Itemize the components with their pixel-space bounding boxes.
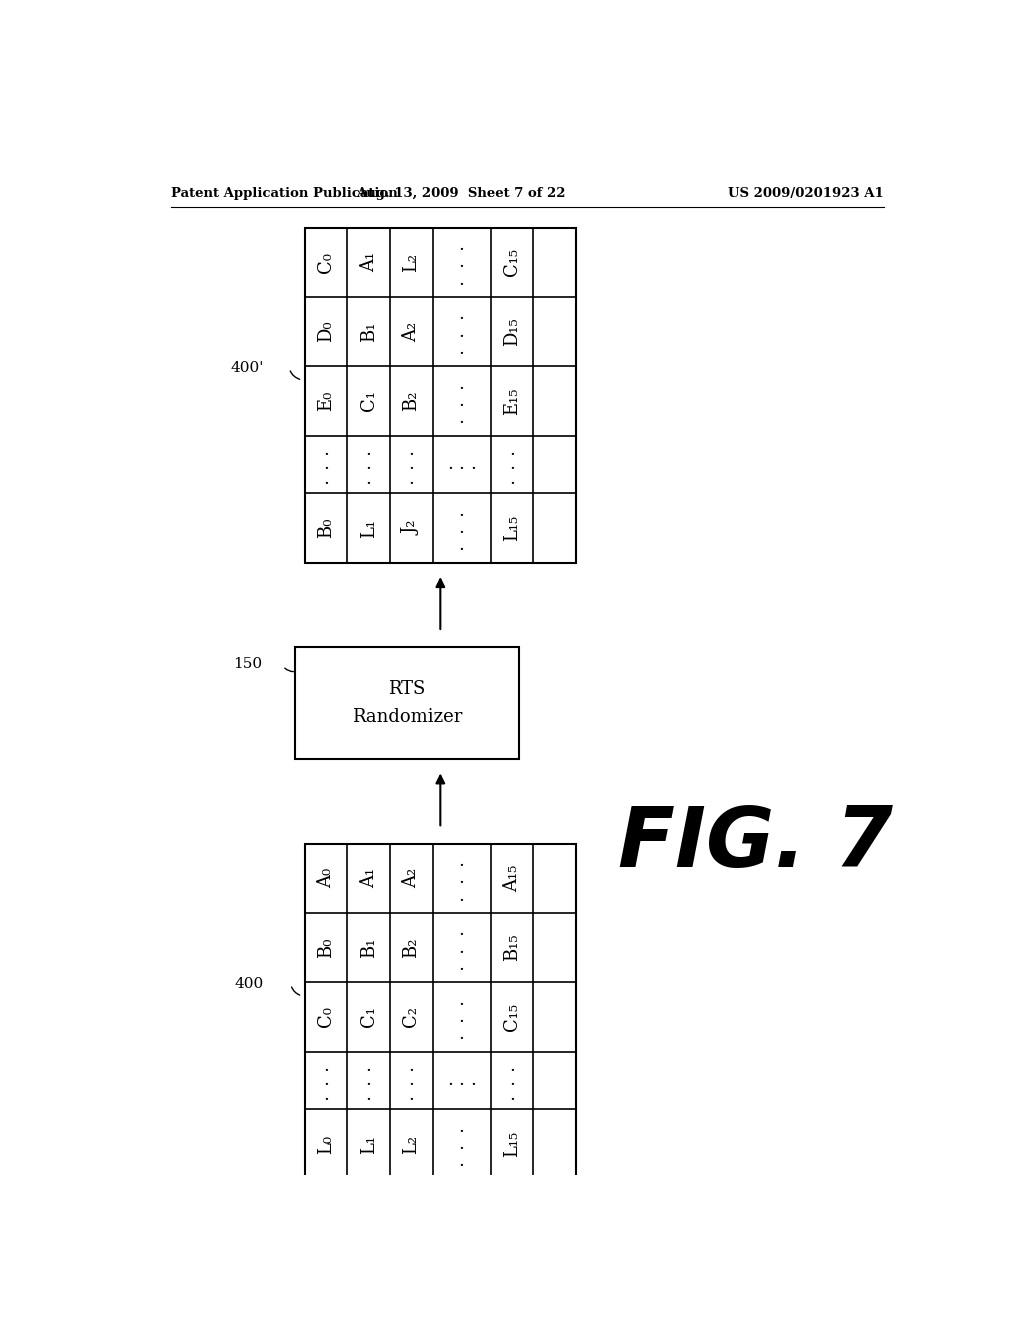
- Text: Patent Application Publication: Patent Application Publication: [171, 186, 397, 199]
- Text: .: .: [447, 455, 453, 474]
- Text: .: .: [509, 455, 515, 474]
- Text: .: .: [447, 1072, 453, 1089]
- Text: 400': 400': [230, 362, 263, 375]
- Text: .: .: [409, 1072, 414, 1089]
- Text: .: .: [509, 470, 515, 488]
- Text: .: .: [459, 375, 465, 392]
- Text: .: .: [324, 1086, 329, 1104]
- Text: .: .: [366, 1072, 372, 1089]
- Text: .: .: [459, 939, 465, 957]
- Text: .: .: [324, 1057, 329, 1074]
- Text: .: .: [459, 455, 465, 474]
- Text: B₂: B₂: [402, 391, 420, 412]
- Text: .: .: [324, 1072, 329, 1089]
- Text: .: .: [409, 455, 414, 474]
- Text: D₀: D₀: [317, 321, 335, 342]
- Bar: [295, 647, 519, 759]
- Text: .: .: [459, 271, 465, 289]
- Text: .: .: [470, 1072, 476, 1089]
- Text: .: .: [459, 921, 465, 940]
- Text: .: .: [470, 455, 476, 474]
- Text: .: .: [459, 502, 465, 520]
- Text: A₂: A₂: [402, 322, 420, 342]
- Text: .: .: [459, 305, 465, 323]
- Text: .: .: [459, 956, 465, 974]
- Text: .: .: [366, 470, 372, 488]
- Text: .: .: [459, 1008, 465, 1026]
- Text: .: .: [459, 1026, 465, 1043]
- Text: A₀: A₀: [317, 869, 335, 888]
- Text: C₁: C₁: [359, 1007, 378, 1027]
- Text: .: .: [366, 455, 372, 474]
- Text: .: .: [459, 519, 465, 537]
- Text: .: .: [459, 1072, 465, 1089]
- Text: .: .: [324, 470, 329, 488]
- Text: J₂: J₂: [402, 521, 420, 535]
- Text: .: .: [459, 409, 465, 428]
- Text: E₀: E₀: [317, 391, 335, 411]
- Text: C₁₅: C₁₅: [503, 1003, 521, 1031]
- Text: B₁₅: B₁₅: [503, 933, 521, 961]
- Text: .: .: [509, 441, 515, 459]
- Text: .: .: [409, 1057, 414, 1074]
- Text: C₁: C₁: [359, 391, 378, 412]
- Text: A₁₅: A₁₅: [503, 865, 521, 892]
- Text: .: .: [459, 1118, 465, 1135]
- Text: A₂: A₂: [402, 869, 420, 888]
- Text: B₁: B₁: [359, 937, 378, 958]
- Text: .: .: [509, 1057, 515, 1074]
- Text: .: .: [459, 870, 465, 887]
- Text: B₀: B₀: [317, 937, 335, 958]
- Text: .: .: [459, 253, 465, 272]
- Text: .: .: [459, 851, 465, 870]
- Text: Aug. 13, 2009  Sheet 7 of 22: Aug. 13, 2009 Sheet 7 of 22: [356, 186, 566, 199]
- Text: .: .: [509, 1072, 515, 1089]
- Text: RTS: RTS: [388, 680, 426, 698]
- Text: .: .: [459, 392, 465, 411]
- Text: E₁₅: E₁₅: [503, 387, 521, 414]
- Text: D₁₅: D₁₅: [503, 317, 521, 346]
- Text: C₂: C₂: [402, 1006, 420, 1027]
- Text: .: .: [459, 887, 465, 904]
- Text: .: .: [459, 990, 465, 1008]
- Text: .: .: [366, 1057, 372, 1074]
- Text: FIG. 7: FIG. 7: [618, 803, 893, 884]
- Text: L₂: L₂: [402, 1134, 420, 1154]
- Text: L₀: L₀: [317, 1134, 335, 1154]
- Text: B₀: B₀: [317, 517, 335, 539]
- Text: Randomizer: Randomizer: [352, 708, 462, 726]
- Text: A₁: A₁: [359, 252, 378, 272]
- Text: L₁: L₁: [359, 519, 378, 537]
- Text: .: .: [459, 236, 465, 253]
- Text: A₁: A₁: [359, 869, 378, 888]
- Text: .: .: [324, 441, 329, 459]
- Text: L₂: L₂: [402, 253, 420, 272]
- Text: L₁₅: L₁₅: [503, 1131, 521, 1158]
- Text: .: .: [409, 441, 414, 459]
- Text: B₂: B₂: [402, 937, 420, 958]
- Text: C₀: C₀: [317, 252, 335, 273]
- Text: .: .: [459, 322, 465, 341]
- Text: .: .: [366, 441, 372, 459]
- Text: .: .: [366, 1086, 372, 1104]
- Text: .: .: [409, 1086, 414, 1104]
- Text: .: .: [459, 1135, 465, 1152]
- Bar: [305, 228, 575, 562]
- Bar: [305, 843, 575, 1179]
- Text: 400: 400: [234, 977, 263, 991]
- Text: L₁₅: L₁₅: [503, 515, 521, 541]
- Text: L₁: L₁: [359, 1134, 378, 1154]
- Text: 150: 150: [232, 657, 262, 671]
- Text: B₁: B₁: [359, 322, 378, 342]
- Text: .: .: [459, 536, 465, 554]
- Text: C₁₅: C₁₅: [503, 248, 521, 276]
- Text: C₀: C₀: [317, 1006, 335, 1027]
- Text: .: .: [409, 470, 414, 488]
- Text: .: .: [459, 341, 465, 358]
- Text: .: .: [459, 1152, 465, 1171]
- Text: .: .: [509, 1086, 515, 1104]
- Text: US 2009/0201923 A1: US 2009/0201923 A1: [728, 186, 884, 199]
- Text: .: .: [324, 455, 329, 474]
